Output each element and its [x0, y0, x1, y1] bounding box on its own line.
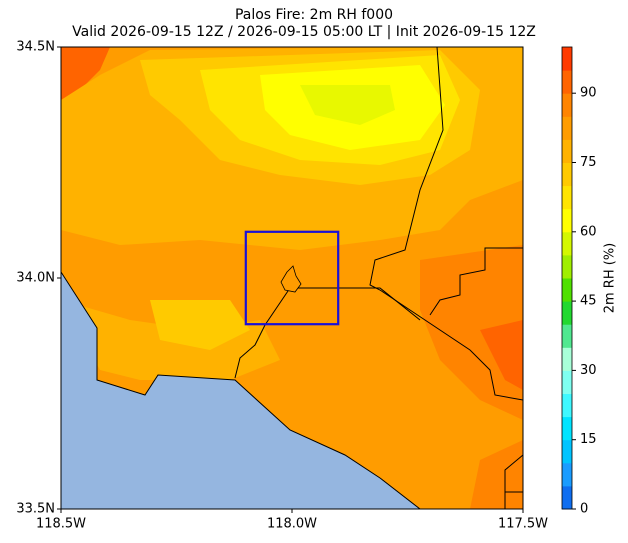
- colorbar-band: [562, 47, 572, 71]
- colorbar-band: [562, 116, 572, 140]
- colorbar-band: [562, 301, 572, 325]
- subtitle: Valid 2026-09-15 12Z / 2026-09-15 05:00 …: [72, 24, 536, 40]
- colorbar-label: 2m RH (%): [603, 243, 618, 314]
- colorbar-tick-label: 15: [580, 432, 597, 447]
- title: Palos Fire: 2m RH f000: [235, 7, 393, 23]
- x-tick-label: 118.0W: [267, 517, 317, 532]
- colorbar-band: [562, 324, 572, 348]
- colorbar-frame: [561, 46, 573, 510]
- fire-box: [244, 230, 340, 326]
- y-tick-label: 34.5N: [16, 40, 55, 55]
- y-tick-label: 34.0N: [16, 271, 55, 286]
- colorbar-tick-label: 30: [580, 363, 597, 378]
- colorbar-band: [562, 416, 572, 441]
- colorbar-band: [562, 208, 572, 233]
- colorbar-band: [562, 439, 572, 464]
- x-tick-label: 118.5W: [36, 517, 86, 532]
- x-tick-label: 117.5W: [498, 517, 548, 532]
- colorbar-band: [562, 462, 572, 487]
- colorbar-band: [562, 393, 572, 418]
- colorbar-band: [562, 231, 572, 256]
- map-field: [61, 47, 523, 509]
- colorbar-tick-label: 90: [580, 86, 597, 101]
- colorbar-band: [562, 485, 572, 510]
- colorbar-tick-label: 0: [580, 502, 588, 517]
- colorbar-band: [562, 347, 572, 371]
- y-tick-label: 33.5N: [16, 502, 55, 517]
- colorbar-band: [562, 139, 572, 163]
- colorbar-band: [562, 162, 572, 187]
- colorbar-band: [562, 370, 572, 394]
- colorbar-band: [562, 70, 572, 94]
- colorbar-band: [562, 254, 572, 279]
- colorbar-band: [562, 278, 572, 302]
- colorbar-tick-label: 75: [580, 155, 597, 170]
- colorbar-band: [562, 93, 572, 117]
- colorbar-band: [562, 185, 572, 210]
- colorbar-tick-label: 45: [580, 294, 597, 309]
- colorbar-tick-label: 60: [580, 224, 597, 239]
